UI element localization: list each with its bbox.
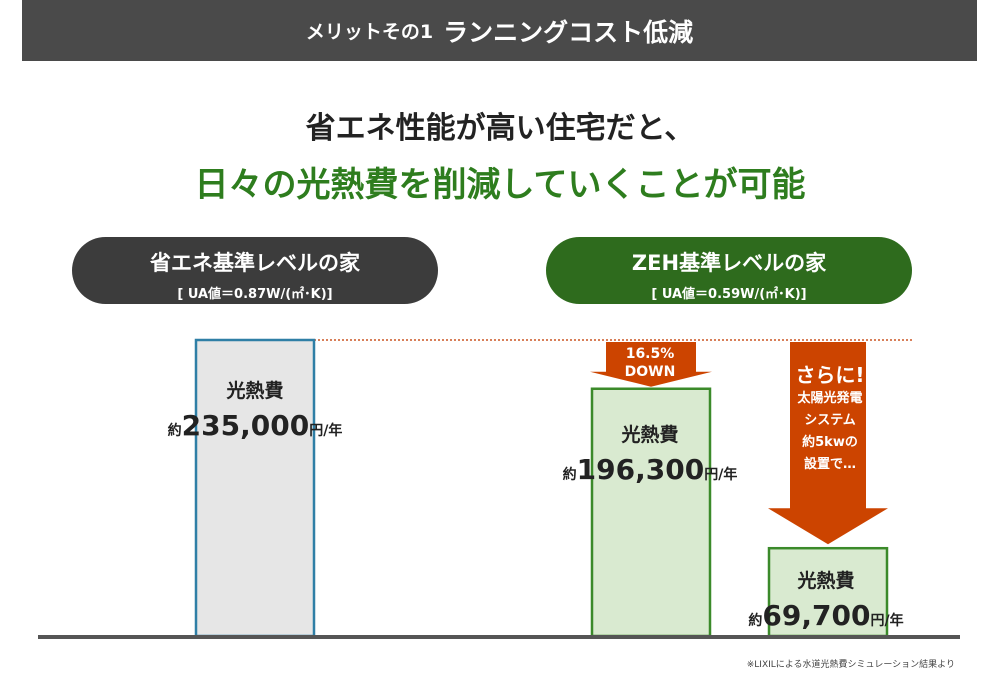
down-arrow-icon (590, 342, 712, 387)
bar-label-suffix: 円/年 (870, 613, 904, 629)
bar-0 (194, 338, 316, 638)
further-line-4: 設置で… (803, 457, 856, 472)
category-spec-standard: [ UA値＝0.87W/(㎡･K)] (177, 287, 333, 302)
further-annotation: さらに! 太陽光発電 システム 約5kwの 設置で… (775, 364, 885, 476)
bar-label-value: 196,300 (576, 453, 705, 486)
bar-label-prefix: 約 (562, 467, 577, 483)
down-percent: 16.5% (625, 346, 675, 362)
bar-label-suffix: 円/年 (309, 423, 343, 439)
category-title-standard: 省エネ基準レベルの家 (150, 251, 360, 275)
bar-label-suffix: 円/年 (704, 467, 738, 483)
category-title-zeh: ZEH基準レベルの家 (631, 251, 827, 275)
bar-label-prefix: 約 (748, 613, 763, 629)
header-banner: メリットその1 ランニングコスト低減 (22, 0, 977, 61)
bar-label-standard: 光熱費 約235,000円/年 (155, 376, 355, 442)
bar-2 (767, 546, 889, 638)
further-line-2: システム (804, 413, 856, 428)
bar-label-name: 光熱費 (226, 380, 284, 402)
header-title: ランニングコスト低減 (443, 17, 694, 47)
category-pill-standard: 省エネ基準レベルの家 [ UA値＝0.87W/(㎡･K)] (72, 237, 438, 304)
bar-label-prefix: 約 (167, 423, 182, 439)
bar-label-value: 235,000 (181, 409, 310, 442)
further-line-1: 太陽光発電 (797, 391, 863, 406)
footnote: ※LIXILによる水道光熱費シミュレーション結果より (746, 660, 955, 670)
bar-label-solar: 光熱費 約69,700円/年 (726, 566, 926, 632)
bar-1 (590, 387, 712, 638)
header-prefix: メリットその1 (305, 21, 434, 43)
lead-line-1: 省エネ性能が高い住宅だと、 (305, 111, 695, 146)
further-arrow-icon (768, 342, 888, 545)
category-spec-zeh: [ UA値＝0.59W/(㎡･K)] (651, 287, 807, 302)
bar-label-value: 69,700 (762, 599, 871, 632)
further-title: さらに! (795, 363, 865, 387)
bar-label-name: 光熱費 (797, 570, 855, 592)
down-annotation: 16.5% DOWN (594, 345, 706, 381)
bar-label-name: 光熱費 (621, 424, 679, 446)
further-line-3: 約5kwの (802, 435, 858, 450)
bar-label-zeh: 光熱費 約196,300円/年 (550, 420, 750, 486)
lead-line-2: 日々の光熱費を削減していくことが可能 (194, 165, 806, 205)
down-word: DOWN (624, 364, 676, 380)
chart-baseline (38, 635, 960, 639)
category-pill-zeh: ZEH基準レベルの家 [ UA値＝0.59W/(㎡･K)] (546, 237, 912, 304)
